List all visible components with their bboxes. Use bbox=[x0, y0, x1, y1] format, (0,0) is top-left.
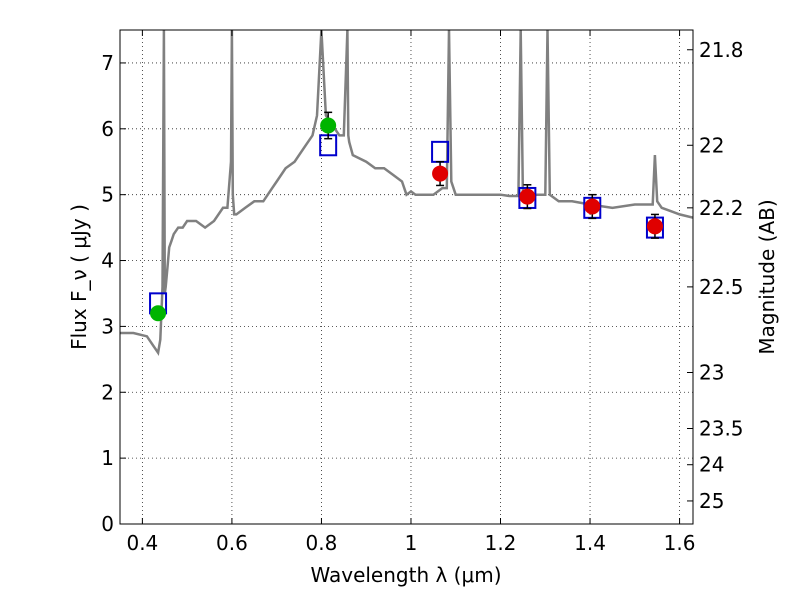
y-tick-label: 5 bbox=[101, 183, 114, 207]
observed-point bbox=[320, 117, 337, 134]
x-tick-label: 1.2 bbox=[485, 531, 517, 555]
right-tick-label: 22.5 bbox=[699, 275, 744, 299]
x-tick-label: 1 bbox=[405, 531, 418, 555]
x-tick-label: 0.4 bbox=[126, 531, 158, 555]
y-axis-right-title: Magnitude (AB) bbox=[755, 199, 779, 354]
right-tick-label: 23.5 bbox=[699, 416, 744, 440]
y-axis-right: 21.8 22 22.2 22.5 23 23.5 24 25 bbox=[687, 38, 744, 513]
observed-point bbox=[584, 198, 601, 215]
plot-frame bbox=[119, 29, 694, 525]
y-tick-label: 2 bbox=[101, 380, 114, 404]
x-tick-label: 0.8 bbox=[306, 531, 338, 555]
plot-background bbox=[120, 30, 693, 524]
y-axis-left: 0 1 2 3 4 5 6 7 bbox=[101, 51, 126, 536]
y-axis-title: Flux F_ν ( μJy ) bbox=[67, 204, 91, 350]
right-tick-label: 25 bbox=[699, 489, 724, 513]
x-tick-label: 1.6 bbox=[664, 531, 696, 555]
y-tick-label: 0 bbox=[101, 512, 114, 536]
x-axis-title: Wavelength λ (μm) bbox=[310, 563, 501, 587]
points-layer bbox=[149, 111, 664, 322]
observed-point bbox=[432, 165, 449, 182]
right-tick-label: 24 bbox=[699, 453, 724, 477]
spectrum-layer bbox=[120, 30, 693, 356]
right-tick-label: 22.2 bbox=[699, 196, 744, 220]
y-tick-label: 1 bbox=[101, 446, 114, 470]
right-tick-label: 23 bbox=[699, 361, 724, 385]
observed-point bbox=[646, 218, 663, 235]
spectrum-line bbox=[120, 30, 693, 356]
right-tick-label: 22 bbox=[699, 133, 724, 157]
y-tick-label: 7 bbox=[101, 51, 114, 75]
y-tick-label: 6 bbox=[101, 117, 114, 141]
x-axis: 0.4 0.6 0.8 1 1.2 1.4 1.6 bbox=[126, 30, 695, 555]
x-tick-label: 1.4 bbox=[574, 531, 606, 555]
observed-point bbox=[519, 188, 536, 205]
y-tick-label: 3 bbox=[101, 314, 114, 338]
y-tick-label: 4 bbox=[101, 249, 114, 273]
observed-point bbox=[150, 305, 167, 322]
x-tick-label: 0.6 bbox=[216, 531, 248, 555]
right-tick-label: 21.8 bbox=[699, 38, 744, 62]
